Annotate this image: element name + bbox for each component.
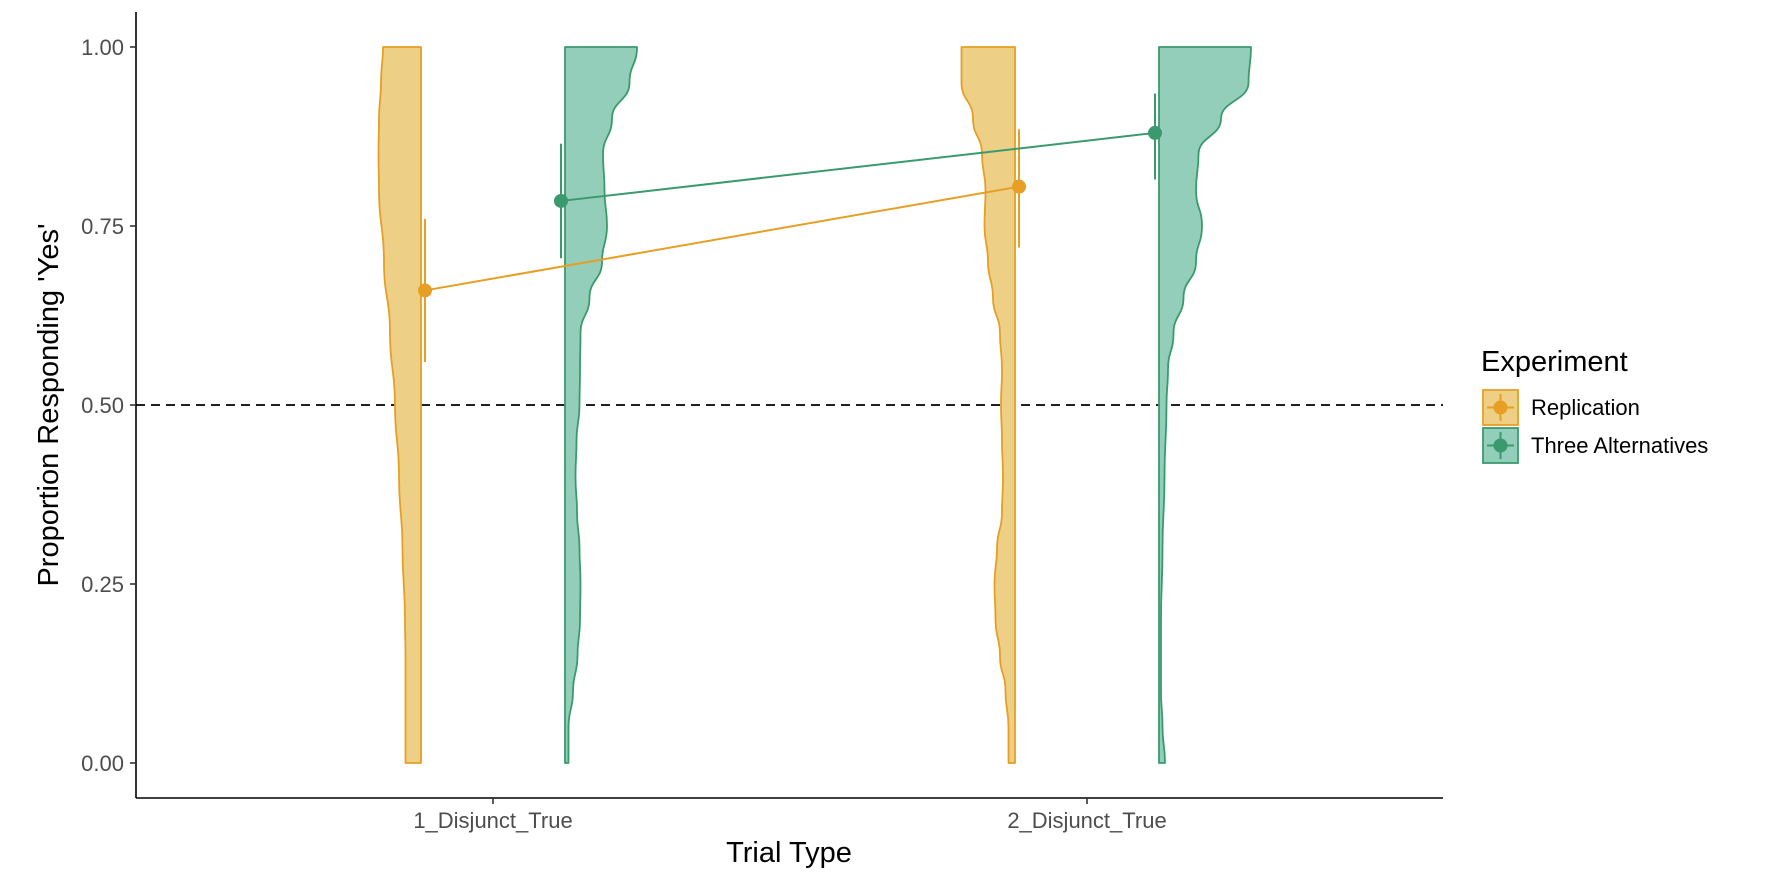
mean-point-three-alternatives-1 xyxy=(554,193,568,208)
trend-line-replication xyxy=(424,185,1020,292)
mean-point-replication-1 xyxy=(418,283,432,298)
mean-point-three-alternatives-2 xyxy=(1148,125,1162,140)
y-axis: 0.00 0.25 0.50 0.75 1.00 xyxy=(81,35,136,776)
x-axis-title: Trial Type xyxy=(726,837,852,869)
legend-key-point xyxy=(1493,438,1508,453)
violin-replication-2 xyxy=(960,46,1016,764)
legend-label-three-alternatives: Three Alternatives xyxy=(1531,433,1708,458)
trend-line-three-alternatives xyxy=(560,131,1156,202)
legend: Experiment Replication Three Alternatives xyxy=(1481,346,1708,464)
violin-replication-1 xyxy=(377,46,422,764)
y-tick-label: 1.00 xyxy=(81,35,124,60)
violin-three-alternatives-2 xyxy=(1158,46,1252,764)
y-tick-label: 0.00 xyxy=(81,751,124,776)
y-axis-title: Proportion Responding 'Yes' xyxy=(33,223,65,586)
legend-title: Experiment xyxy=(1481,346,1628,378)
legend-label-replication: Replication xyxy=(1531,395,1640,420)
violin-three-alternatives-1 xyxy=(564,46,638,764)
x-tick-label: 1_Disjunct_True xyxy=(413,808,572,833)
mean-point-replication-2 xyxy=(1012,179,1026,194)
plot-area xyxy=(136,46,1443,764)
x-tick-label: 2_Disjunct_True xyxy=(1007,808,1166,833)
y-tick-label: 0.50 xyxy=(81,393,124,418)
x-axis: 1_Disjunct_True 2_Disjunct_True xyxy=(413,798,1167,833)
y-tick-label: 0.75 xyxy=(81,214,124,239)
legend-key-point xyxy=(1493,400,1508,415)
y-tick-label: 0.25 xyxy=(81,572,124,597)
